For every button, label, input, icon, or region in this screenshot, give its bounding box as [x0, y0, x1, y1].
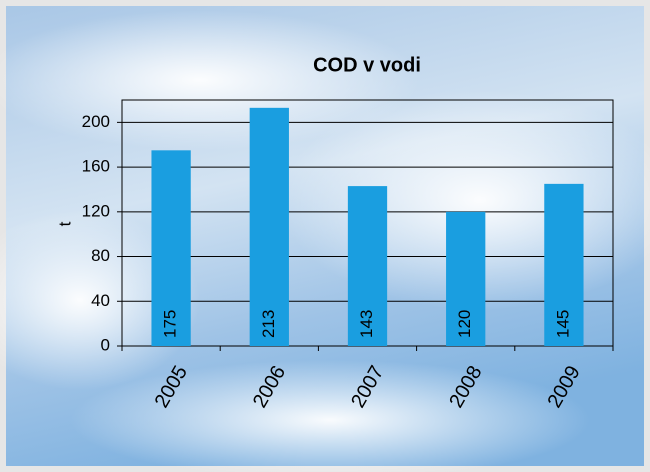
- y-tick-label: 200: [82, 112, 110, 131]
- cloud: [0, 10, 420, 150]
- bar: [151, 150, 191, 346]
- cloud: [0, 210, 200, 390]
- value-label: 145: [553, 310, 572, 338]
- bar: [544, 183, 584, 346]
- value-label: 143: [357, 310, 376, 338]
- y-tick-label: 40: [91, 291, 110, 310]
- cloud: [70, 360, 590, 472]
- chart-title: COD v vodi: [313, 54, 421, 76]
- bar: [347, 186, 388, 346]
- y-tick-label: 80: [91, 246, 110, 265]
- value-label: 175: [161, 310, 180, 338]
- y-tick-label: 0: [101, 335, 110, 354]
- bar: [249, 107, 289, 346]
- value-label: 120: [455, 310, 474, 338]
- value-label: 213: [259, 310, 278, 338]
- y-axis-label: t: [55, 221, 74, 226]
- bar: [446, 211, 486, 346]
- y-tick-label: 120: [82, 201, 110, 220]
- y-tick-label: 160: [82, 157, 110, 176]
